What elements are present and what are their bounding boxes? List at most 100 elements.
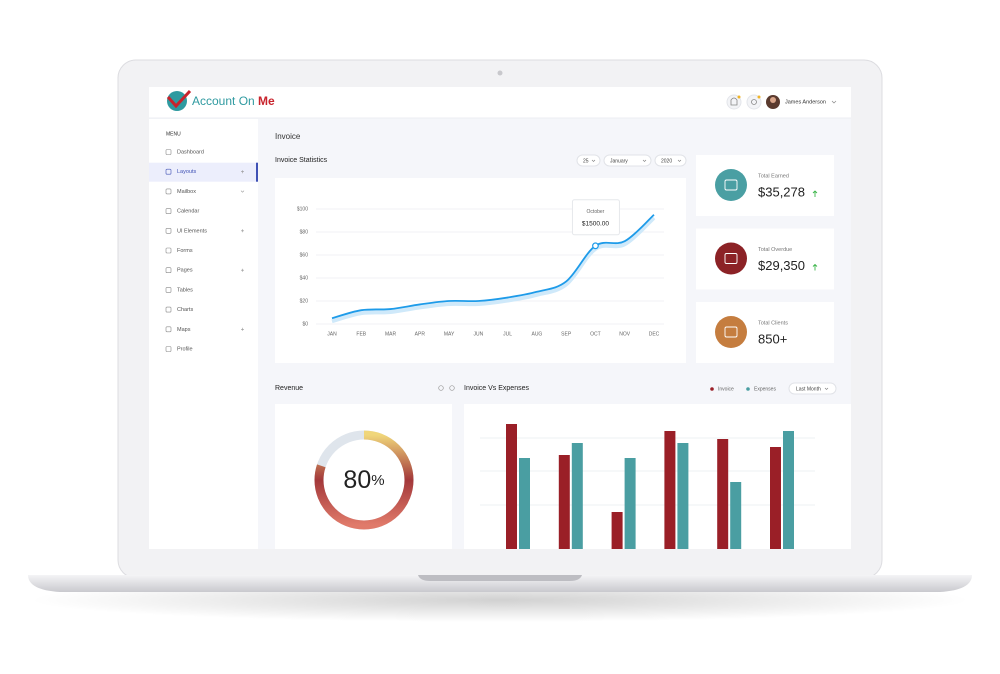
menu-icon: [165, 208, 172, 214]
bar: [519, 458, 530, 549]
x-tick-label: DEC: [649, 331, 660, 337]
bar: [624, 458, 636, 549]
sidebar: [149, 119, 258, 549]
menu-item[interactable]: Charts: [177, 307, 193, 313]
bar: [664, 431, 676, 549]
expand-icon: [241, 229, 244, 233]
x-tick-label: SEP: [561, 331, 572, 337]
dropdown[interactable]: [603, 154, 652, 167]
section-title: Revenue: [275, 385, 303, 392]
expand-icon: [240, 190, 245, 193]
bell-icon: [730, 97, 738, 106]
menu-icon: [165, 247, 172, 254]
menu-icon: [165, 306, 172, 313]
line-chart: $0 $20 $40 $60 $80 $100 JAN FEB MAR APR MAY JUN JUL A…: [297, 199, 664, 337]
bar: [783, 431, 794, 549]
dropdown-label: 2020: [661, 158, 672, 164]
x-tick-label: JAN: [327, 331, 337, 337]
legend-swatch: [746, 387, 750, 391]
gear-icon: [751, 99, 757, 105]
y-tick-label: $20: [300, 298, 309, 304]
stat-glyph: [724, 253, 738, 264]
menu-item[interactable]: UI Elements: [177, 228, 207, 234]
menu-item[interactable]: Calendar: [177, 209, 199, 215]
caret: [642, 159, 647, 162]
x-tick-label: FEB: [356, 331, 366, 337]
expand-icon: [241, 268, 244, 272]
caret: [824, 387, 829, 390]
gauge-label: 80%: [343, 466, 384, 494]
x-tick-label: JUN: [473, 331, 483, 337]
legend-swatch: [710, 387, 714, 391]
menu-item[interactable]: Tables: [177, 287, 193, 293]
x-tick-label: AUG: [531, 331, 542, 337]
menu-icon: [165, 228, 172, 234]
menu: Dashboard Layouts Mailbox Calendar UI Elemen…: [149, 149, 258, 352]
x-tick-label: JUL: [503, 331, 512, 337]
menu-item[interactable]: Forms: [177, 248, 193, 254]
menu-icon: [165, 188, 172, 195]
dropdown[interactable]: [788, 382, 837, 395]
caret: [831, 100, 837, 104]
bar: [558, 455, 570, 549]
x-tick-label: OCT: [590, 331, 601, 337]
x-tick-label: APR: [415, 331, 426, 337]
badge: [757, 95, 761, 99]
y-tick-label: $100: [297, 206, 308, 212]
badge: [737, 95, 741, 99]
dropdown-label: 25: [583, 158, 589, 164]
bar: [611, 512, 623, 549]
x-tick-label: MAR: [385, 331, 397, 337]
camera: [497, 70, 503, 76]
settings-button[interactable]: [746, 94, 762, 110]
menu-item[interactable]: Profile: [177, 346, 193, 352]
marker: [592, 242, 599, 250]
brand: Account On Me: [192, 94, 275, 108]
stat-cards: Total Earned $35,278 Total Overdue $29,350 T…: [696, 155, 834, 363]
avatar-face: [770, 97, 776, 103]
stat-glyph: [724, 179, 738, 191]
menu-item[interactable]: Dashboard: [177, 149, 204, 155]
legend-label: Invoice: [718, 386, 734, 392]
dropdown[interactable]: [576, 154, 601, 167]
dropdown[interactable]: [654, 154, 687, 167]
stat-label: Total Overdue: [758, 247, 792, 253]
expand-icon: [241, 170, 244, 174]
filters: 25 January 2020: [576, 154, 687, 167]
trend-up: [812, 263, 818, 271]
dropdown-label: January: [610, 158, 628, 164]
bar: [770, 447, 781, 549]
menu-icon: [165, 168, 172, 175]
logo-icon: [167, 91, 187, 111]
menu-item[interactable]: Layouts: [177, 169, 197, 175]
tooltip-value: $1500.00: [582, 221, 609, 228]
stat-glyph: [724, 326, 738, 338]
bar-chart: [506, 424, 794, 549]
legend-label: Expenses: [754, 386, 776, 392]
settings-icon[interactable]: [438, 385, 444, 391]
notch: [418, 575, 582, 581]
menu-icon: [165, 326, 172, 333]
menu-item[interactable]: Pages: [177, 268, 193, 274]
bar: [506, 424, 517, 549]
brand-part: Account On: [192, 94, 255, 108]
gauge-value: 80: [343, 466, 371, 494]
active-indicator: [256, 162, 258, 182]
x-tick-label: MAY: [444, 331, 455, 337]
notification-button[interactable]: [726, 94, 742, 110]
trend-up: [812, 190, 818, 197]
gauge-arc: [314, 430, 414, 530]
menu-icon: [165, 149, 172, 155]
close-icon[interactable]: [449, 385, 455, 391]
dropdown-label: Last Month: [796, 386, 821, 392]
menu-item[interactable]: Maps: [177, 327, 191, 333]
stat-value: 850+: [758, 331, 787, 346]
stat-value: $29,350: [758, 258, 805, 273]
bar: [677, 443, 689, 549]
user-name[interactable]: James Anderson: [785, 99, 826, 105]
y-tick-label: $40: [300, 275, 309, 281]
legend: Invoice Expenses: [710, 386, 776, 392]
menu-item[interactable]: Mailbox: [177, 189, 196, 195]
caret: [677, 159, 682, 162]
